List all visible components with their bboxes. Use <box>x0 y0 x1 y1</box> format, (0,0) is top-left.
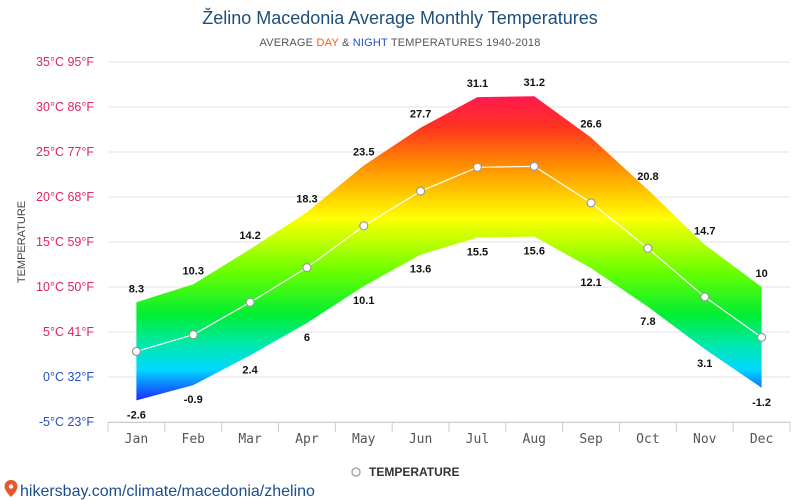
subtitle-amp: & <box>339 37 353 49</box>
average-point <box>700 292 710 302</box>
average-point <box>756 332 767 342</box>
x-axis-ticks: Jan Feb Mar Apr May Jun Jul Aug Sep Oct Nov Dec <box>107 422 791 447</box>
day-value-label: 18.3 <box>296 193 317 205</box>
data-labels: 8.3 10.3 14.2 18.3 23.5 27.7 31.1 31.2 26.6 20.8 1… <box>127 77 771 421</box>
day-value-label: 10 <box>755 268 767 280</box>
night-value-label: -1.2 <box>752 397 771 409</box>
night-value-label: 15.5 <box>467 247 488 259</box>
night-value-label: 6 <box>304 332 310 344</box>
y-tick-label: 5°C 41°F <box>43 325 94 339</box>
y-tick-label: -5°C 23°F <box>39 415 95 429</box>
temperature-band <box>136 96 762 401</box>
day-value-label: 14.7 <box>694 226 715 238</box>
source-url: hikersbay.com/climate/macedonia/zhelino <box>20 483 315 500</box>
legend-marker <box>351 467 361 477</box>
average-point <box>359 221 369 231</box>
y-tick-label: 25°C 77°F <box>36 145 94 159</box>
legend-label: TEMPERATURE <box>369 465 459 479</box>
average-point <box>643 243 653 253</box>
subtitle-day: DAY <box>316 37 339 49</box>
day-value-label: 31.1 <box>467 78 488 90</box>
day-value-label: 14.2 <box>239 230 260 242</box>
average-point <box>131 346 142 356</box>
x-tick-label: Dec <box>750 432 773 447</box>
x-tick-label: Nov <box>693 432 717 447</box>
y-tick-label: 30°C 86°F <box>36 100 94 114</box>
subtitle-prefix: AVERAGE <box>259 37 316 49</box>
x-tick-label: Jan <box>125 432 148 447</box>
legend[interactable]: TEMPERATURE <box>351 465 459 479</box>
x-tick-label: Jun <box>409 432 432 447</box>
average-point <box>302 263 312 273</box>
night-value-label: 15.6 <box>524 246 545 258</box>
day-value-label: 27.7 <box>410 109 431 121</box>
x-tick-label: Aug <box>523 432 546 447</box>
subtitle-night: NIGHT <box>353 37 388 49</box>
night-value-label: 13.6 <box>410 264 431 276</box>
y-tick-label: 20°C 68°F <box>36 190 94 204</box>
night-value-label: 2.4 <box>242 364 258 376</box>
y-tick-label: 0°C 32°F <box>43 370 94 384</box>
average-point <box>245 297 255 307</box>
x-tick-label: Sep <box>579 432 603 447</box>
average-line <box>131 161 767 356</box>
x-tick-label: Feb <box>182 432 206 447</box>
x-tick-label: Oct <box>636 432 659 447</box>
average-point <box>586 198 596 208</box>
day-night-band <box>136 96 762 401</box>
day-value-label: 8.3 <box>129 283 144 295</box>
night-value-label: -2.6 <box>127 409 146 421</box>
chart-subtitle: AVERAGE DAY & NIGHT TEMPERATURES 1940-20… <box>259 37 540 49</box>
x-tick-label: Mar <box>238 432 262 447</box>
night-value-label: 10.1 <box>353 295 374 307</box>
night-value-label: 7.8 <box>640 316 655 328</box>
x-tick-label: May <box>352 432 376 447</box>
average-point <box>472 162 483 172</box>
y-tick-label: 35°C 95°F <box>36 55 94 69</box>
y-tick-label: 10°C 50°F <box>36 280 94 294</box>
average-point <box>188 330 198 340</box>
day-value-label: 20.8 <box>637 171 658 183</box>
night-value-label: 3.1 <box>697 358 712 370</box>
day-value-label: 23.5 <box>353 147 374 159</box>
day-value-label: 10.3 <box>183 265 204 277</box>
day-value-label: 31.2 <box>524 77 545 89</box>
y-axis-label: TEMPERATURE <box>16 201 28 283</box>
x-tick-label: Apr <box>295 432 319 447</box>
subtitle-suffix: TEMPERATURES 1940-2018 <box>388 37 541 49</box>
average-point <box>529 161 539 171</box>
night-value-label: 12.1 <box>580 277 601 289</box>
average-point <box>415 186 426 196</box>
source-link[interactable]: hikersbay.com/climate/macedonia/zhelino <box>4 480 316 500</box>
location-pin-dot <box>8 484 14 489</box>
y-axis-ticks: 35°C 95°F 30°C 86°F 25°C 77°F 20°C 68°F 15°C… <box>36 55 94 429</box>
chart-title: Želino Macedonia Average Monthly Tempera… <box>202 8 598 28</box>
average-line-path <box>136 165 762 352</box>
night-value-label: -0.9 <box>184 394 203 406</box>
day-value-label: 26.6 <box>580 119 601 131</box>
y-tick-label: 15°C 59°F <box>36 235 94 249</box>
x-tick-label: Jul <box>466 432 489 447</box>
